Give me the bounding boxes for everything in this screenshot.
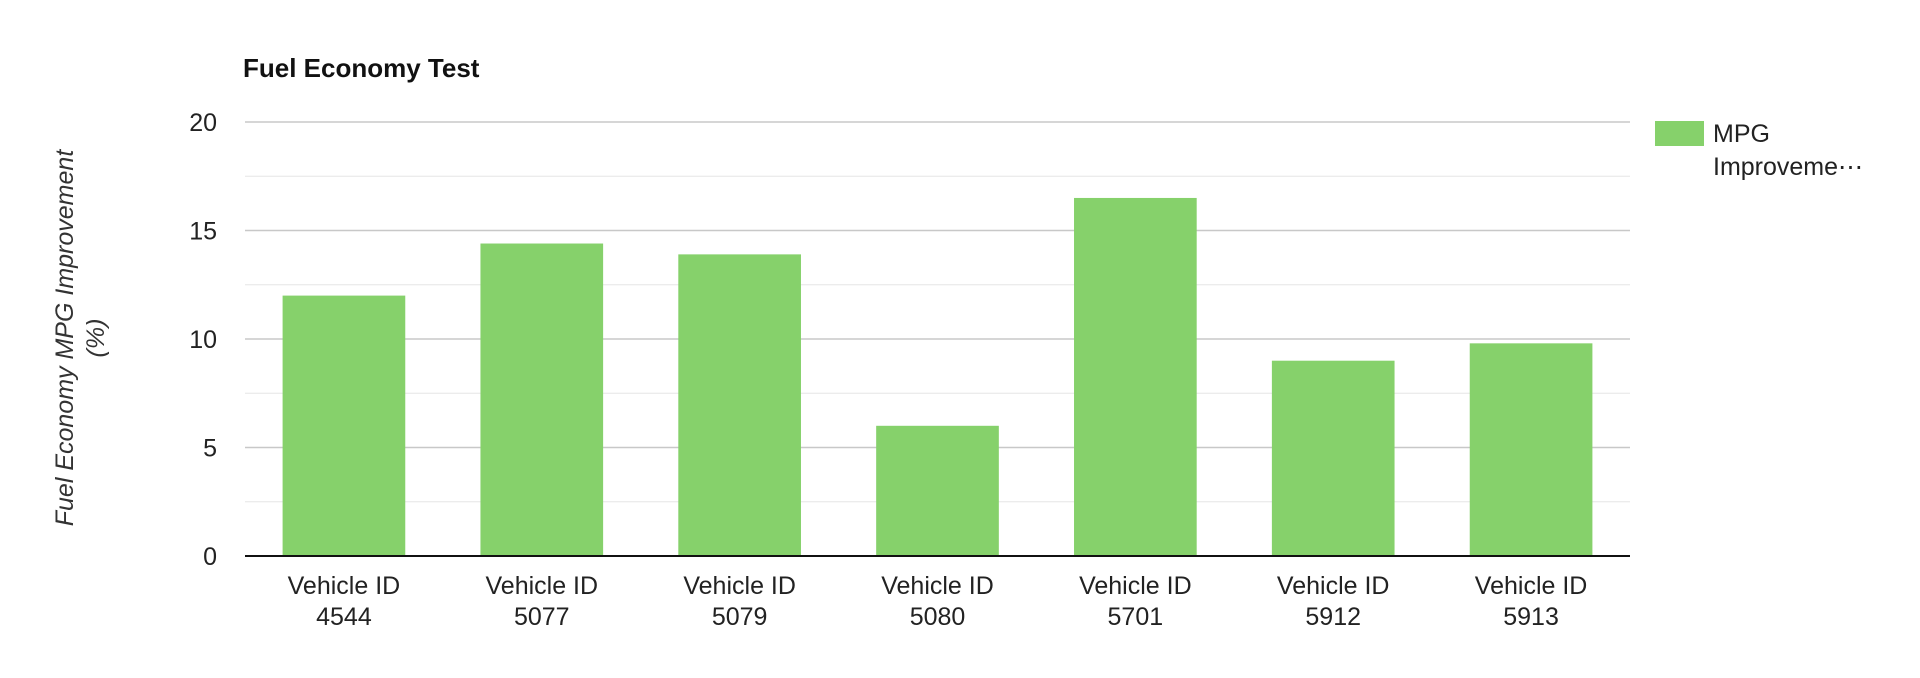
y-tick-label: 10 [189,326,217,354]
legend-label-line: Improveme⋯ [1713,153,1863,181]
bars [282,197,1593,556]
x-tick-label-line: Vehicle ID [486,572,599,600]
x-tick-label-line: Vehicle ID [1079,572,1192,600]
bar-5079[interactable] [678,254,801,556]
x-tick-label: Vehicle ID 5080 [881,572,994,631]
y-tick-label: 20 [189,109,217,137]
bar-5913[interactable] [1469,343,1593,556]
bar-4544[interactable] [282,295,406,556]
bar-5077[interactable] [480,243,604,556]
y-tick-label: 15 [189,218,217,246]
x-tick-label-line: Vehicle ID [288,572,401,600]
bar-5912[interactable] [1271,360,1395,556]
x-tick-label-line: 5701 [1108,603,1164,631]
bar-5701[interactable] [1074,197,1197,556]
x-tick-label: Vehicle ID 5701 [1079,572,1192,631]
x-tick-label-line: 5913 [1503,603,1559,631]
legend-swatch [1655,121,1704,146]
x-tick-label: Vehicle ID 5912 [1277,572,1390,631]
legend: MPG Improveme⋯ [1655,120,1863,181]
x-tick-label-line: 4544 [316,603,372,631]
y-axis-title-line: Fuel Economy MPG Improvement [51,149,79,527]
legend-label[interactable]: MPG Improveme⋯ [1713,120,1863,181]
x-tick-label: Vehicle ID 4544 [288,572,401,631]
legend-label-line: MPG [1713,120,1770,148]
y-axis-title: Fuel Economy MPG Improvement (%) [51,149,110,527]
gridlines: 0 5 10 15 20 [189,109,1630,571]
x-tick-label-line: Vehicle ID [1475,572,1588,600]
x-tick-label-line: Vehicle ID [683,572,796,600]
y-tick-label: 0 [203,543,217,571]
bar-5080[interactable] [876,425,999,556]
axes: Vehicle ID 4544 Vehicle ID 5077 Vehicle ID 50… [245,555,1630,631]
x-tick-label: Vehicle ID 5079 [683,572,796,631]
x-tick-label-line: 5912 [1305,603,1361,631]
x-tick-label: Vehicle ID 5077 [486,572,599,631]
y-axis-title-line: (%) [82,319,110,358]
x-tick-label-line: Vehicle ID [881,572,994,600]
y-axis-title-text: Fuel Economy MPG Improvement (%) [51,149,110,527]
x-tick-label-line: 5077 [514,603,570,631]
x-tick-label-line: 5080 [910,603,966,631]
x-tick-label: Vehicle ID 5913 [1475,572,1588,631]
y-tick-label: 5 [203,435,217,463]
chart-title: Fuel Economy Test [243,53,480,83]
x-tick-label-line: Vehicle ID [1277,572,1390,600]
x-tick-label-line: 5079 [712,603,768,631]
